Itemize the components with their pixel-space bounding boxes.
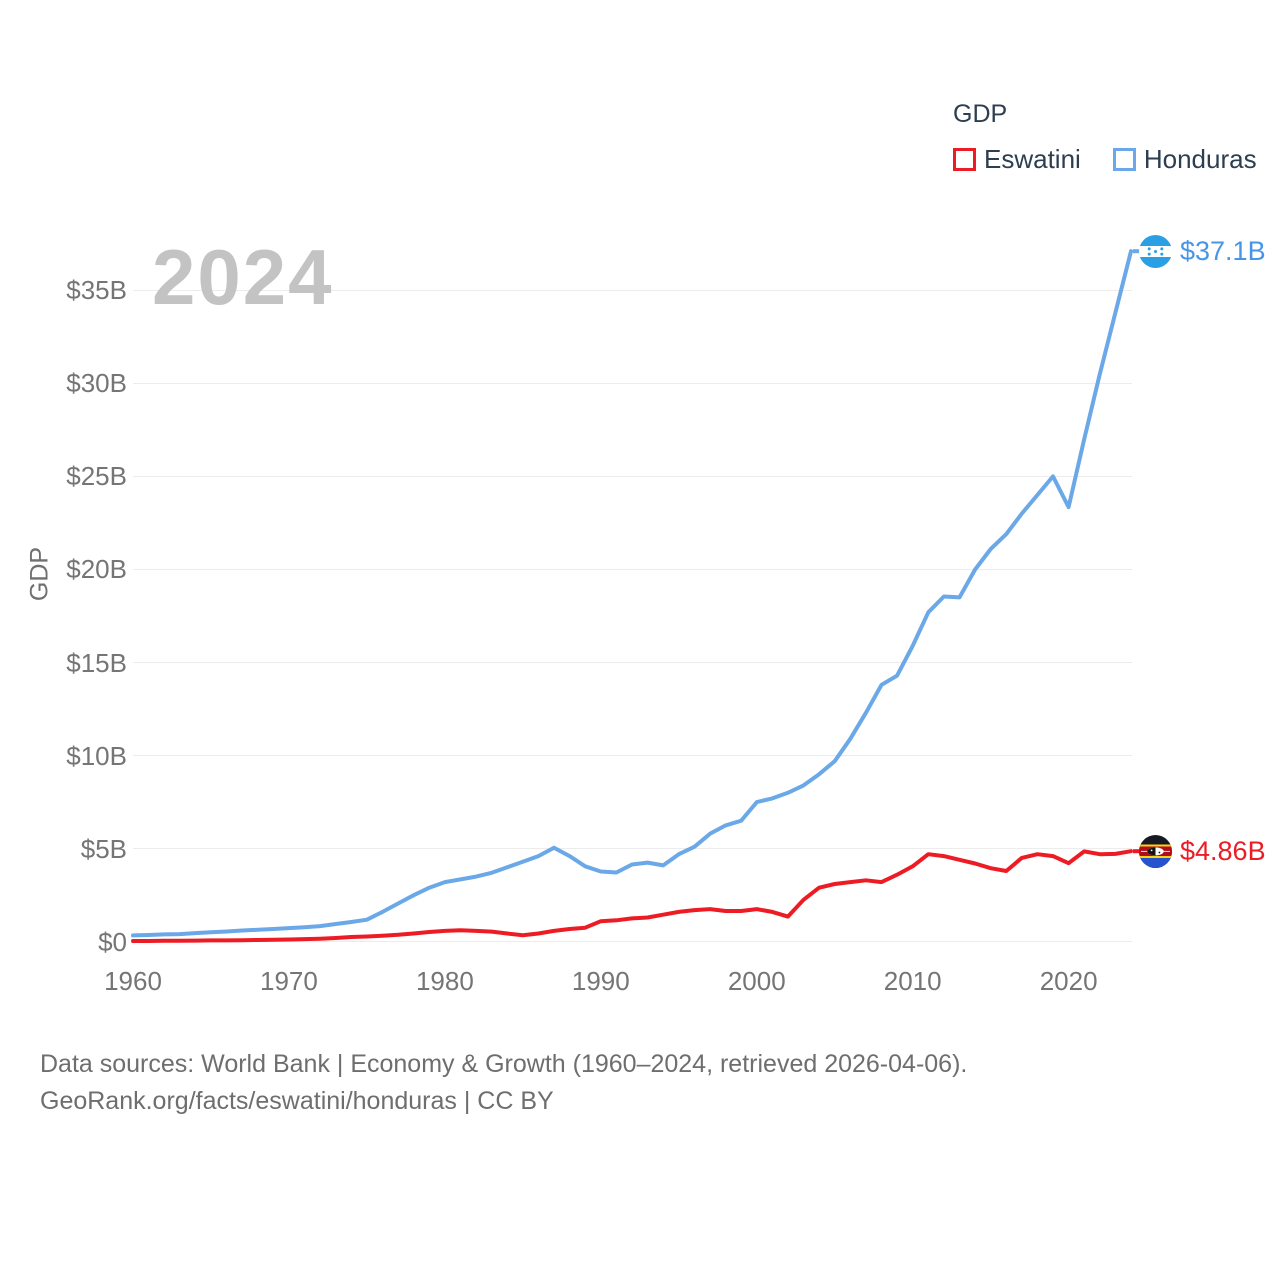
legend-label-eswatini: Eswatini	[984, 144, 1081, 174]
eswatini-end-value: $4.86B	[1180, 836, 1266, 866]
gridline	[133, 475, 1132, 477]
gridline	[133, 755, 1132, 757]
honduras-end-label: $37.1B	[1139, 235, 1266, 268]
y-tick-label: $30B	[66, 368, 127, 399]
series-line-eswatini[interactable]	[131, 849, 1133, 943]
gridline	[133, 941, 1132, 943]
honduras-swatch-icon	[1112, 148, 1136, 171]
y-tick-label: $0	[98, 926, 127, 957]
gridline	[133, 848, 1132, 850]
eswatini-flag-icon	[1139, 835, 1172, 868]
eswatini-swatch-icon	[953, 148, 976, 171]
x-tick-label: 2010	[883, 966, 942, 996]
gridline	[133, 662, 1132, 664]
x-tick-label: 1990	[571, 966, 630, 996]
footer-attribution-line: GeoRank.org/facts/eswatini/honduras | CC…	[40, 1087, 554, 1115]
x-tick-label: 2000	[727, 966, 786, 996]
y-tick-label: $20B	[66, 554, 127, 585]
series-line-honduras[interactable]	[131, 249, 1133, 938]
y-tick-label: $25B	[66, 461, 127, 492]
eswatini-end-label: $4.86B	[1139, 835, 1266, 868]
x-tick-label: 1960	[104, 966, 162, 996]
y-tick-label: $10B	[66, 740, 127, 771]
footer-source-line: Data sources: World Bank | Economy & Gro…	[40, 1050, 968, 1078]
honduras-flag-icon	[1139, 235, 1172, 268]
legend: GDP Eswatini Honduras	[953, 100, 1257, 175]
x-tick-label: 1970	[260, 966, 318, 996]
x-tick-label: 1980	[415, 966, 474, 996]
legend-label-honduras: Honduras	[1143, 144, 1257, 174]
legend-item-honduras[interactable]: Honduras	[1112, 144, 1257, 175]
y-tick-label: $5B	[80, 833, 127, 864]
y-tick-label: $15B	[66, 647, 127, 678]
y-tick-label: $35B	[66, 275, 127, 306]
legend-title: GDP	[953, 100, 1008, 128]
gridline	[133, 289, 1132, 291]
x-tick-label: 2020	[1039, 966, 1098, 996]
gridline	[133, 382, 1132, 384]
honduras-end-value: $37.1B	[1180, 236, 1266, 266]
year-watermark: 2024	[152, 233, 334, 321]
legend-items: Eswatini Honduras	[953, 144, 1257, 175]
footer: Data sources: World Bank | Economy & Gro…	[40, 1046, 967, 1120]
gridline	[133, 568, 1132, 570]
legend-item-eswatini[interactable]: Eswatini	[953, 144, 1081, 175]
